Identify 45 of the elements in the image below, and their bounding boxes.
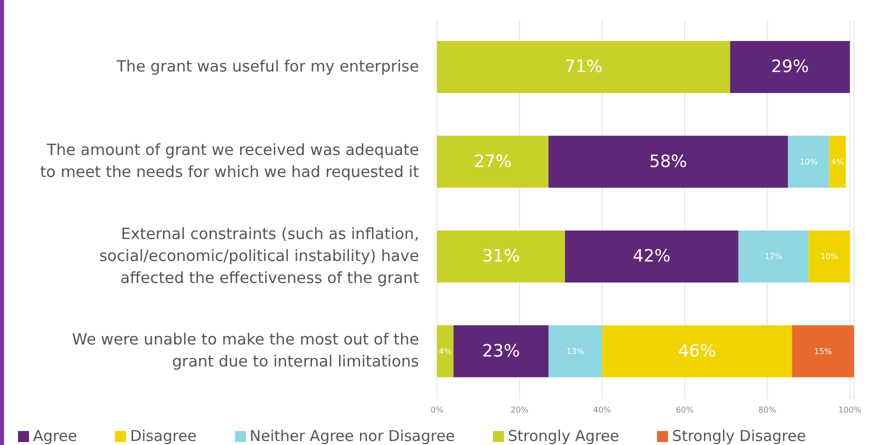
data-label: 10% <box>800 157 818 166</box>
x-tick-label: 100% <box>838 406 862 415</box>
data-label: 29% <box>771 57 809 77</box>
bar <box>564 230 738 282</box>
bar <box>602 325 792 378</box>
y-tick-label: The amount of grant we received was adequate to meet the needs for which we had requested it <box>40 141 419 182</box>
legend-label: Strongly Agree <box>508 427 620 445</box>
x-tick-label: 80% <box>758 406 777 415</box>
bar <box>548 136 788 188</box>
x-tick-label: 40% <box>593 406 612 415</box>
data-label: 4% <box>831 157 844 166</box>
bar <box>548 325 602 378</box>
bar <box>437 325 454 378</box>
y-tick-label: We were unable to make the most out of the grant due to internal limitations <box>72 330 419 371</box>
legend-label: Neither Agree nor Disagree <box>250 427 455 445</box>
data-label: 13% <box>566 346 585 356</box>
data-label: 42% <box>632 246 671 266</box>
bar <box>738 230 809 282</box>
data-label: 17% <box>764 252 783 261</box>
data-label: 27% <box>474 152 512 172</box>
bar <box>730 41 850 93</box>
data-label: 4% <box>438 346 452 356</box>
legend-label: Agree <box>33 427 78 445</box>
legend-label: Disagree <box>130 427 197 445</box>
x-tick-label: 0% <box>430 406 444 415</box>
data-label: 46% <box>678 341 716 362</box>
data-label: 10% <box>820 252 839 261</box>
bar <box>808 230 850 282</box>
data-label: 58% <box>649 152 688 172</box>
bar <box>437 41 730 93</box>
data-label: 23% <box>482 341 520 362</box>
legend-label: Strongly Disagree <box>672 427 806 445</box>
bar <box>829 136 846 188</box>
bar <box>437 136 548 188</box>
bar <box>788 136 830 188</box>
x-tick-label: 60% <box>676 406 694 415</box>
data-label: 15% <box>814 346 832 356</box>
data-label: 31% <box>482 246 520 266</box>
y-tick-label: The grant was useful for my enterprise <box>116 58 419 76</box>
data-label: 71% <box>564 57 602 77</box>
y-tick-label: External constraints (such as inflation, social/economic/political instability) have affected the effectiveness of the grant <box>99 225 419 288</box>
x-tick-label: 20% <box>510 406 529 415</box>
bar <box>437 230 565 282</box>
bar <box>454 325 548 378</box>
bar <box>792 325 854 378</box>
